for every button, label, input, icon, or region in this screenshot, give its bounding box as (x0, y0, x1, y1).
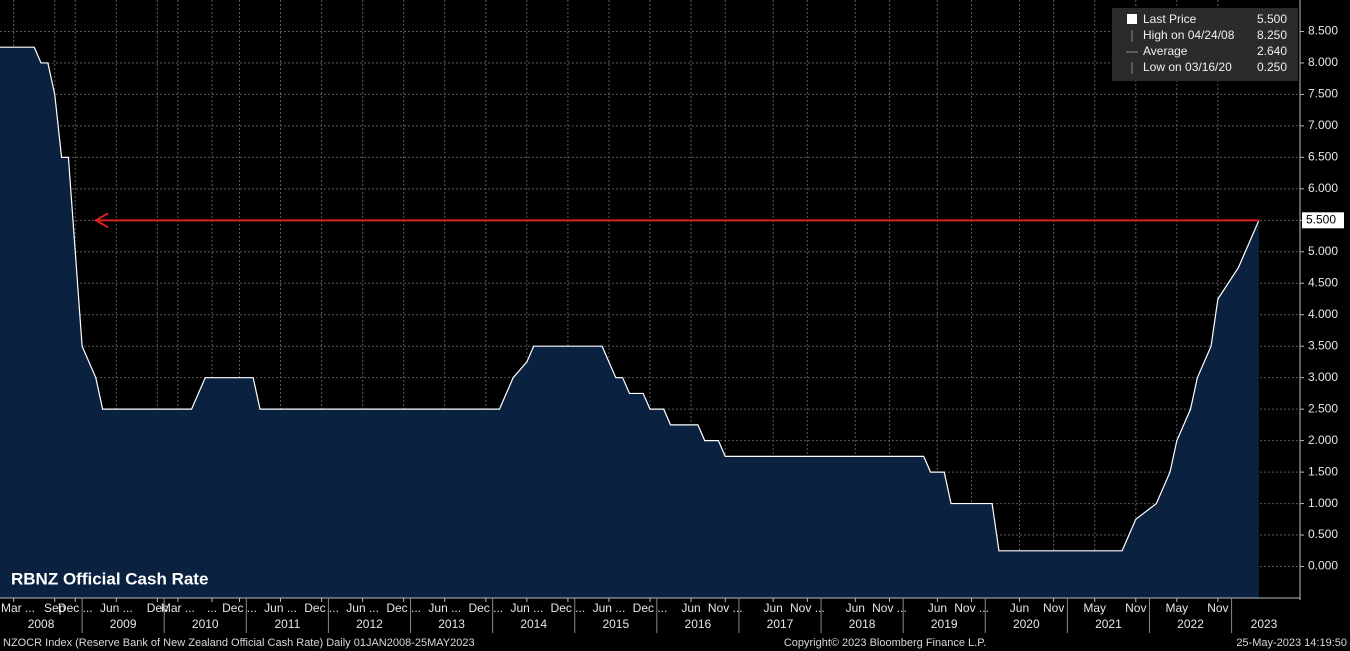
y-tick-label: 4.000 (1308, 307, 1338, 321)
x-tick-label: Nov (1125, 601, 1146, 615)
x-tick-label: Nov ... (954, 601, 989, 615)
year-label: 2017 (767, 617, 794, 631)
year-label: 2013 (438, 617, 465, 631)
x-tick-label: Dec (147, 601, 168, 615)
x-tick-label: Jun ... (428, 601, 461, 615)
x-tick-label: Jun ... (100, 601, 133, 615)
y-tick-label: 6.500 (1308, 150, 1338, 164)
x-tick-label: Nov (1207, 601, 1228, 615)
x-tick-label: Nov ... (790, 601, 825, 615)
year-label: 2018 (849, 617, 876, 631)
y-tick-label: 0.500 (1308, 527, 1338, 541)
plot (0, 46, 1260, 598)
year-label: 2014 (520, 617, 547, 631)
x-tick-label: Mar ... (1, 601, 35, 615)
year-label: 2016 (685, 617, 712, 631)
x-tick-label: May (1083, 601, 1106, 615)
x-tick-label: Jun ... (346, 601, 379, 615)
x-tick-label: Dec ... (222, 601, 257, 615)
year-label: 2023 (1251, 617, 1278, 631)
legend-value: 5.500 (1257, 12, 1287, 26)
x-tick-label: ... (207, 601, 217, 615)
year-label: 2019 (931, 617, 958, 631)
year-label: 2012 (356, 617, 383, 631)
year-label: 2010 (192, 617, 219, 631)
year-label: 2021 (1095, 617, 1122, 631)
reference-arrow (94, 212, 109, 229)
y-tick-label: 8.500 (1308, 24, 1338, 38)
line (0, 46, 1260, 552)
legend-value: 8.250 (1257, 28, 1287, 42)
chart-title: RBNZ Official Cash Rate (11, 569, 208, 588)
footer-left: NZOCR Index (Reserve Bank of New Zealand… (3, 637, 475, 649)
x-tick-label: Jun ... (593, 601, 626, 615)
x-tick-label: Jun (928, 601, 947, 615)
footer-center: Copyright© 2023 Bloomberg Finance L.P. (784, 637, 986, 649)
y-tick-label: 1.000 (1308, 496, 1338, 510)
y-tick-label: 2.000 (1308, 433, 1338, 447)
x-tick-label: Nov (1043, 601, 1064, 615)
x-tick-label: Dec ... (551, 601, 586, 615)
reference-tag (1302, 212, 1344, 229)
legend-value: 0.250 (1257, 60, 1287, 74)
y-tick-label: 5.000 (1308, 244, 1338, 258)
legend-label: High on 04/24/08 (1143, 28, 1235, 42)
x-tick-label: Mar ... (161, 601, 195, 615)
x-tick-label: Nov ... (708, 601, 743, 615)
x-tick-label: Jun (846, 601, 865, 615)
x-tick-label: Nov ... (872, 601, 907, 615)
legend: Last Price 5.500 High on 04/24/08 8.250 Aver… (1112, 8, 1298, 81)
area-fill (0, 47, 1259, 598)
x-tick-label: Sep (44, 601, 66, 615)
year-label: 2020 (1013, 617, 1040, 631)
x-tick-label: Dec ... (58, 601, 93, 615)
x-tick-label: Jun (763, 601, 782, 615)
legend-label: Low on 03/16/20 (1143, 60, 1232, 74)
x-tick-label: Dec ... (468, 601, 503, 615)
footer-right: 25-May-2023 14:19:50 (1236, 637, 1347, 649)
y-tick-label: 3.000 (1308, 370, 1338, 384)
axes: 0.000 0.500 1.000 1.500 2.000 2.500 3.000 3.500… (0, 0, 1344, 633)
x-tick-label: Dec ... (633, 601, 668, 615)
legend-value: 2.640 (1257, 44, 1287, 58)
y-tick-label: 0.000 (1308, 559, 1338, 573)
y-tick-label: 2.500 (1308, 401, 1338, 415)
x-tick-label: Jun (681, 601, 700, 615)
x-tick-label: Jun (1010, 601, 1029, 615)
year-label: 2022 (1177, 617, 1204, 631)
x-tick-label: Jun ... (510, 601, 543, 615)
y-tick-label: 4.500 (1308, 275, 1338, 289)
reference-tag-label: 5.500 (1306, 212, 1336, 226)
y-tick-label: 7.500 (1308, 87, 1338, 101)
y-tick-label: 3.500 (1308, 338, 1338, 352)
legend-label: Average (1143, 44, 1188, 58)
y-tick-label: 1.500 (1308, 464, 1338, 478)
x-tick-label: May (1166, 601, 1189, 615)
y-tick-label: 7.000 (1308, 118, 1338, 132)
year-label: 2009 (110, 617, 137, 631)
x-tick-label: Dec ... (304, 601, 339, 615)
legend-swatch (1127, 14, 1137, 24)
legend-box (1112, 8, 1298, 81)
y-tick-label: 6.000 (1308, 181, 1338, 195)
year-label: 2011 (274, 617, 300, 631)
year-label: 2008 (28, 617, 55, 631)
legend-label: Last Price (1143, 12, 1197, 26)
x-tick-label: Dec ... (386, 601, 421, 615)
year-label: 2015 (602, 617, 629, 631)
y-tick-label: 8.000 (1308, 55, 1338, 69)
x-tick-label: Jun ... (264, 601, 297, 615)
